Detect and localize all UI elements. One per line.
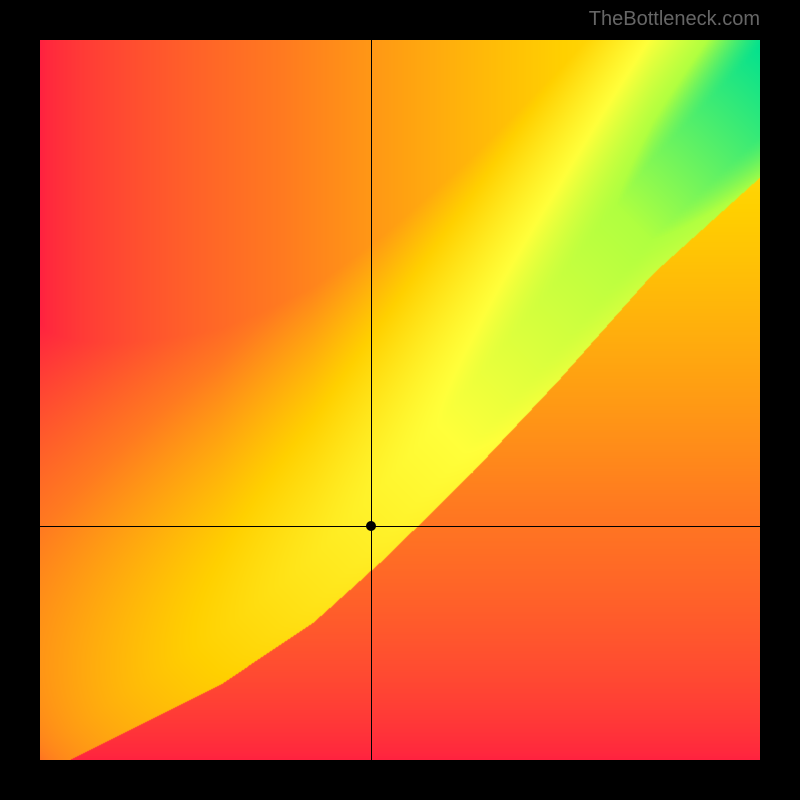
crosshair-horizontal: [40, 526, 760, 527]
crosshair-vertical: [371, 40, 372, 760]
crosshair-marker: [366, 521, 376, 531]
heatmap-canvas: [40, 40, 760, 760]
watermark-text: TheBottleneck.com: [589, 8, 760, 31]
plot-area: [40, 40, 760, 760]
